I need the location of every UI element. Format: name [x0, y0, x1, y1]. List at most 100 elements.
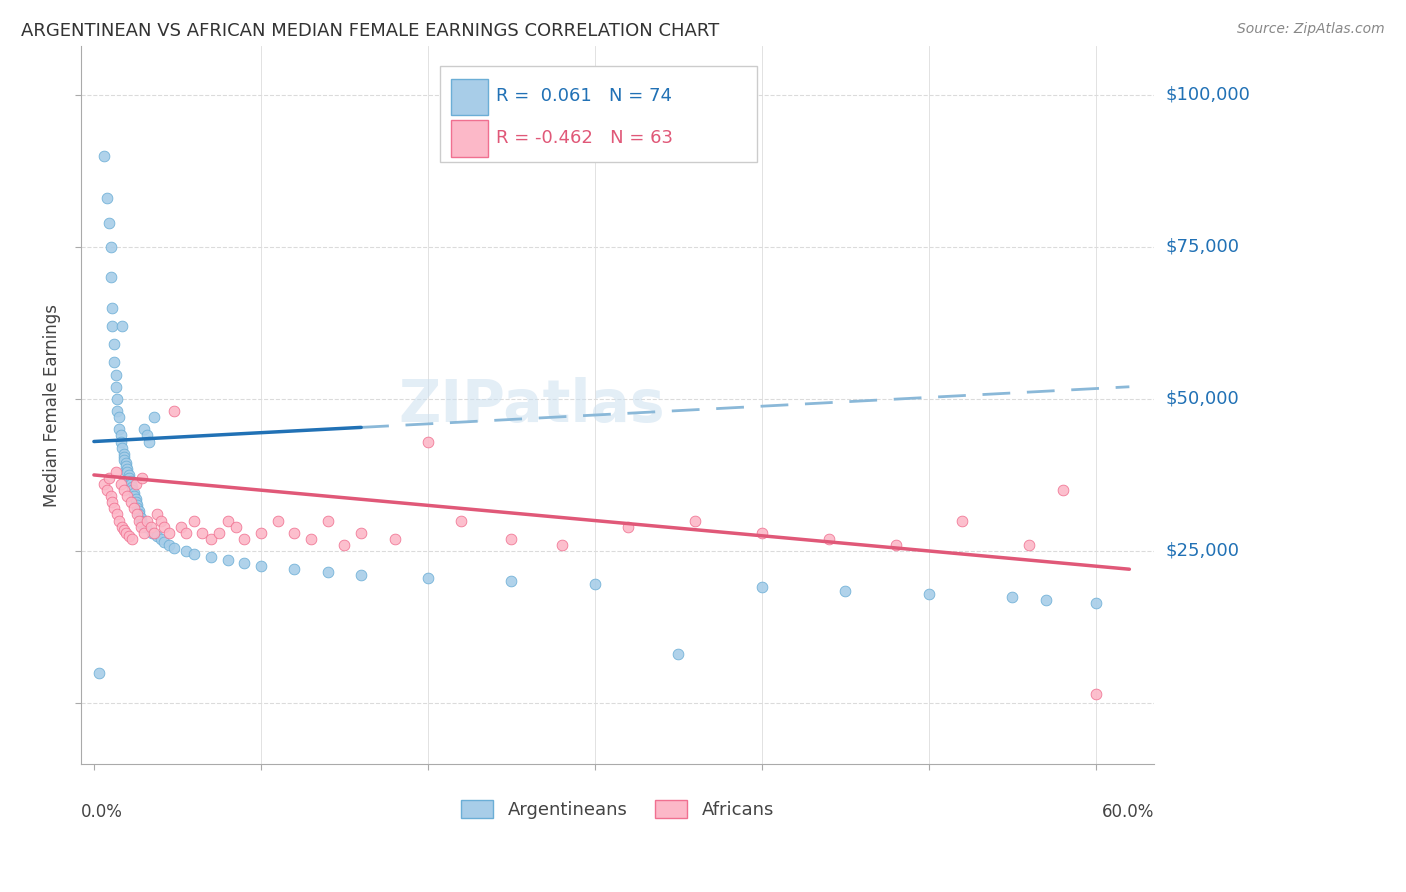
Text: Source: ZipAtlas.com: Source: ZipAtlas.com — [1237, 22, 1385, 37]
Point — [128, 514, 150, 528]
Point — [93, 477, 115, 491]
Point — [157, 525, 180, 540]
Text: ARGENTINEAN VS AFRICAN MEDIAN FEMALE EARNINGS CORRELATION CHART: ARGENTINEAN VS AFRICAN MEDIAN FEMALE EAR… — [21, 22, 720, 40]
Point — [283, 562, 305, 576]
Point — [118, 467, 141, 482]
Point — [146, 508, 169, 522]
Point — [183, 547, 205, 561]
Point — [1084, 596, 1107, 610]
Point — [129, 510, 152, 524]
Point — [1018, 538, 1040, 552]
Point — [101, 495, 124, 509]
Point — [122, 489, 145, 503]
Point — [108, 422, 131, 436]
Point — [200, 532, 222, 546]
Point — [127, 508, 149, 522]
Point — [124, 495, 146, 509]
Point — [93, 149, 115, 163]
Point — [111, 318, 134, 333]
Point — [122, 486, 145, 500]
Point — [112, 483, 135, 498]
Point — [416, 434, 439, 449]
Point — [101, 301, 124, 315]
Point — [120, 477, 142, 491]
Point — [117, 462, 139, 476]
Point — [163, 541, 186, 555]
Point — [149, 514, 172, 528]
Point — [208, 525, 231, 540]
Point — [170, 519, 193, 533]
Point — [501, 574, 523, 589]
Point — [105, 508, 128, 522]
Point — [250, 559, 273, 574]
Point — [100, 270, 122, 285]
Text: 0.0%: 0.0% — [80, 803, 122, 821]
Point — [217, 553, 239, 567]
Point — [110, 428, 132, 442]
Point — [299, 532, 322, 546]
Point — [233, 532, 256, 546]
FancyBboxPatch shape — [451, 78, 488, 115]
Point — [333, 538, 356, 552]
Point — [174, 544, 197, 558]
Point — [884, 538, 907, 552]
Point — [283, 525, 305, 540]
Point — [183, 514, 205, 528]
Point — [1001, 590, 1024, 604]
Point — [131, 516, 153, 531]
Point — [751, 525, 773, 540]
Point — [105, 392, 128, 406]
Point — [139, 519, 162, 533]
Point — [141, 525, 163, 540]
Point — [121, 480, 143, 494]
Point — [118, 471, 141, 485]
Point — [100, 489, 122, 503]
Point — [617, 519, 640, 533]
Point — [111, 519, 134, 533]
Point — [132, 422, 155, 436]
Point — [416, 571, 439, 585]
Point — [501, 532, 523, 546]
Point — [550, 538, 572, 552]
Point — [108, 514, 131, 528]
Point — [114, 525, 136, 540]
Point — [135, 519, 157, 533]
Point — [127, 499, 149, 513]
Point — [751, 581, 773, 595]
Text: ZIPatlas: ZIPatlas — [398, 376, 665, 434]
Text: $25,000: $25,000 — [1166, 542, 1240, 560]
Point — [950, 514, 973, 528]
Point — [668, 648, 690, 662]
Point — [266, 514, 288, 528]
Point — [146, 529, 169, 543]
Point — [121, 483, 143, 498]
Point — [157, 538, 180, 552]
Point — [127, 501, 149, 516]
Point — [103, 501, 125, 516]
Point — [174, 525, 197, 540]
Point — [136, 428, 159, 442]
Point — [1052, 483, 1074, 498]
Point — [112, 523, 135, 537]
Point — [683, 514, 706, 528]
Point — [817, 532, 839, 546]
Point — [149, 532, 172, 546]
Point — [112, 447, 135, 461]
Point — [97, 471, 120, 485]
Text: R = -0.462   N = 63: R = -0.462 N = 63 — [496, 129, 673, 147]
Point — [108, 410, 131, 425]
Text: $50,000: $50,000 — [1166, 390, 1239, 408]
Text: $100,000: $100,000 — [1166, 86, 1250, 103]
Point — [316, 514, 339, 528]
Point — [350, 568, 373, 582]
Point — [112, 452, 135, 467]
Point — [200, 550, 222, 565]
Point — [384, 532, 406, 546]
Legend: Argentineans, Africans: Argentineans, Africans — [454, 793, 782, 827]
Point — [128, 508, 150, 522]
Point — [129, 519, 152, 533]
Point — [111, 441, 134, 455]
Point — [112, 450, 135, 464]
Point — [96, 191, 118, 205]
Point — [104, 380, 127, 394]
